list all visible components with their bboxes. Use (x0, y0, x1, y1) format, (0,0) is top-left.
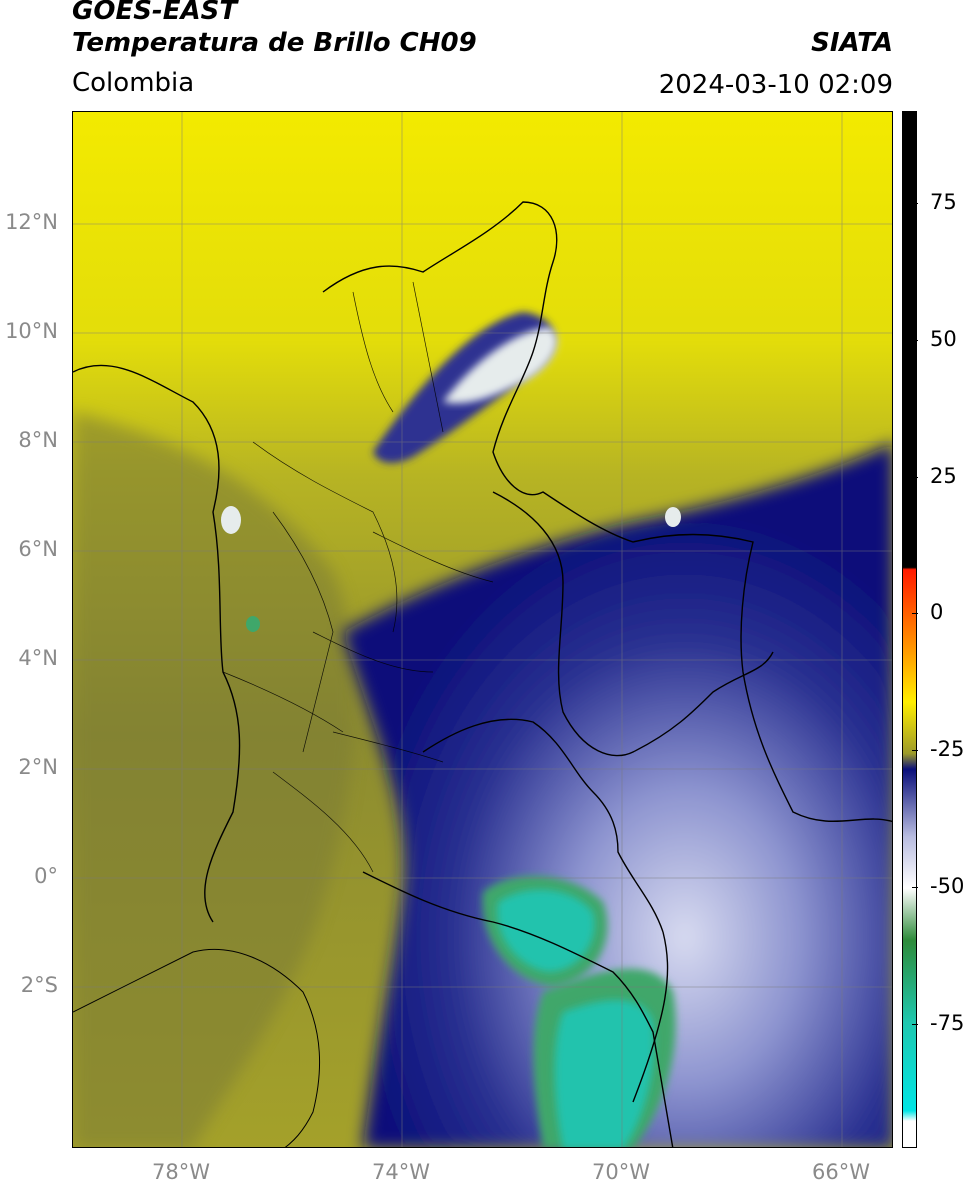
lat-tick-12n: 12°N (5, 210, 58, 234)
olive-band (73, 412, 355, 1147)
title-satellite: GOES-EAST (72, 0, 238, 26)
brand-label: SIATA (811, 28, 893, 58)
lat-tick-2s: 2°S (20, 973, 58, 997)
colorbar-label-25: 25 (930, 464, 957, 488)
lat-tick-8n: 8°N (18, 428, 58, 452)
satellite-map[interactable] (72, 111, 893, 1148)
teal-core-south (554, 1000, 654, 1147)
lat-tick-4n: 4°N (18, 646, 58, 670)
region-label: Colombia (72, 68, 195, 98)
colorbar-label-0: 0 (930, 600, 944, 624)
colorbar-tickmark (912, 203, 918, 204)
lon-tick-78w: 78°W (152, 1160, 210, 1184)
cold-cell-west (221, 506, 241, 534)
graticule (73, 112, 892, 1147)
lat-tick-10n: 10°N (5, 319, 58, 343)
colorbar-tickmark (912, 1024, 918, 1025)
cold-cell-green (246, 616, 260, 632)
colorbar-label-minus25: -25 (930, 737, 965, 761)
cold-cloud-mass (343, 442, 892, 1147)
lat-tick-2n: 2°N (18, 755, 58, 779)
timestamp-label: 2024-03-10 02:09 (658, 70, 893, 100)
colorbar-tickmark (912, 750, 918, 751)
colorbar-label-75: 75 (930, 190, 957, 214)
colorbar-tickmark (912, 477, 918, 478)
coastline-southwest (73, 948, 321, 1147)
colorbar-label-minus75: -75 (930, 1011, 965, 1035)
department-borders (222, 281, 494, 873)
colorbar-tickmark (912, 887, 918, 888)
colorbar-label-minus50: -50 (930, 874, 965, 898)
lon-tick-66w: 66°W (812, 1160, 870, 1184)
colorbar-tickmark (912, 613, 918, 614)
colorbar-tickmark (912, 340, 918, 341)
colorbar (902, 111, 917, 1148)
cold-cell-east (665, 507, 681, 527)
lon-tick-74w: 74°W (372, 1160, 430, 1184)
title-product: Temperatura de Brillo CH09 (72, 28, 477, 58)
colorbar-label-50: 50 (930, 327, 957, 351)
lat-tick-6n: 6°N (18, 537, 58, 561)
cold-top-north (443, 327, 558, 404)
lat-tick-0: 0° (34, 864, 58, 888)
country-borders (73, 201, 892, 1147)
lon-tick-70w: 70°W (592, 1160, 650, 1184)
